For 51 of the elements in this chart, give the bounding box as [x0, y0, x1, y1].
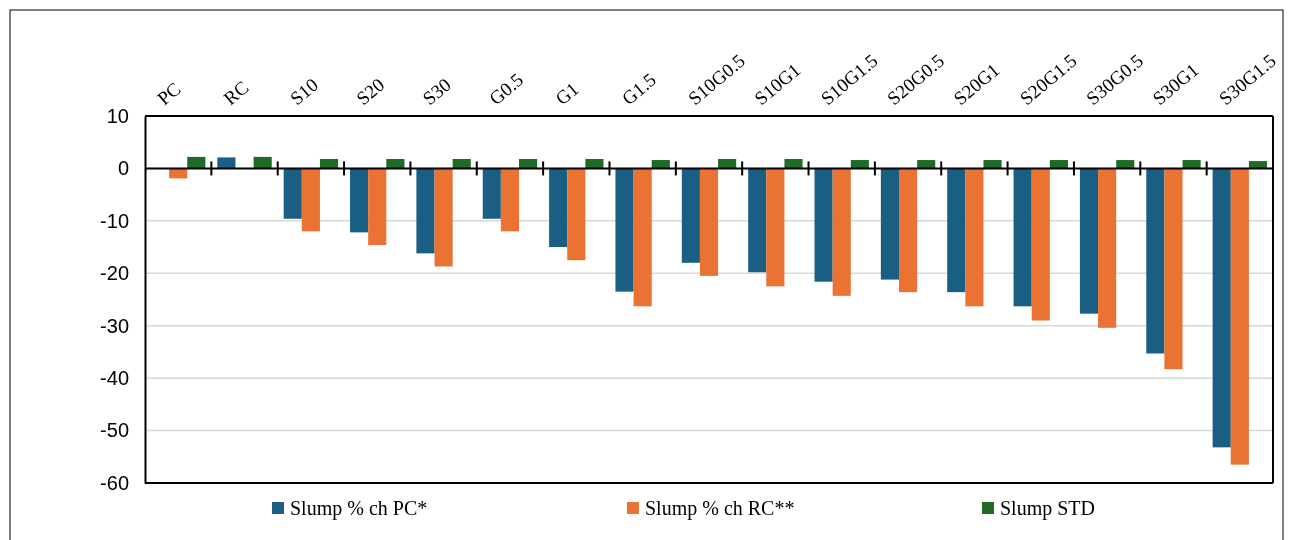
- bar: [615, 168, 634, 292]
- bar: [1013, 168, 1032, 307]
- bar: [1212, 168, 1231, 448]
- bar: [681, 168, 700, 263]
- x-tick-label: PC: [153, 78, 185, 110]
- y-tick-label: -30: [100, 314, 129, 337]
- x-tick-label: G1: [551, 78, 583, 110]
- bar: [1146, 168, 1165, 354]
- bar: [500, 168, 520, 232]
- y-tick-label: -60: [100, 471, 129, 494]
- bar: [1098, 168, 1117, 328]
- y-tick-label: 0: [117, 157, 129, 180]
- bar: [1230, 168, 1249, 465]
- x-tick-label: S30: [418, 73, 455, 110]
- y-tick-label: 10: [106, 104, 129, 127]
- bar: [368, 168, 387, 245]
- bar: [1079, 168, 1099, 314]
- bar: [898, 168, 918, 293]
- x-tick-label: RC: [219, 76, 253, 110]
- bar: [965, 168, 984, 307]
- bar: [416, 168, 435, 254]
- bar: [549, 168, 568, 248]
- legend-label: Slump STD: [1000, 497, 1096, 520]
- y-tick-label: -40: [100, 367, 129, 390]
- y-tick-label: -50: [100, 419, 129, 442]
- bar: [633, 168, 652, 307]
- bar: [814, 168, 833, 282]
- x-tick-label: S20: [352, 73, 389, 110]
- x-tick-label: S10: [285, 73, 323, 110]
- bar: [748, 168, 767, 273]
- bar: [217, 157, 236, 169]
- bar: [434, 168, 453, 267]
- y-tick-label: -20: [100, 262, 129, 285]
- legend-label: Slump % ch RC**: [645, 497, 795, 520]
- bar: [350, 168, 369, 233]
- bar: [947, 168, 966, 293]
- bar: [169, 168, 188, 179]
- x-tick-label: G0.5: [485, 68, 528, 110]
- bar: [567, 168, 586, 261]
- bar: [880, 168, 899, 280]
- bar: [832, 168, 851, 296]
- bar: [699, 168, 719, 276]
- y-tick-label: -10: [100, 209, 129, 232]
- bar: [482, 168, 501, 219]
- x-tick-label: G1.5: [617, 68, 660, 110]
- bar: [1031, 168, 1050, 321]
- bar: [1164, 168, 1183, 370]
- bar: [766, 168, 785, 287]
- bar: [283, 168, 302, 219]
- legend-label: Slump % ch PC*: [290, 497, 428, 520]
- bar: [301, 168, 320, 232]
